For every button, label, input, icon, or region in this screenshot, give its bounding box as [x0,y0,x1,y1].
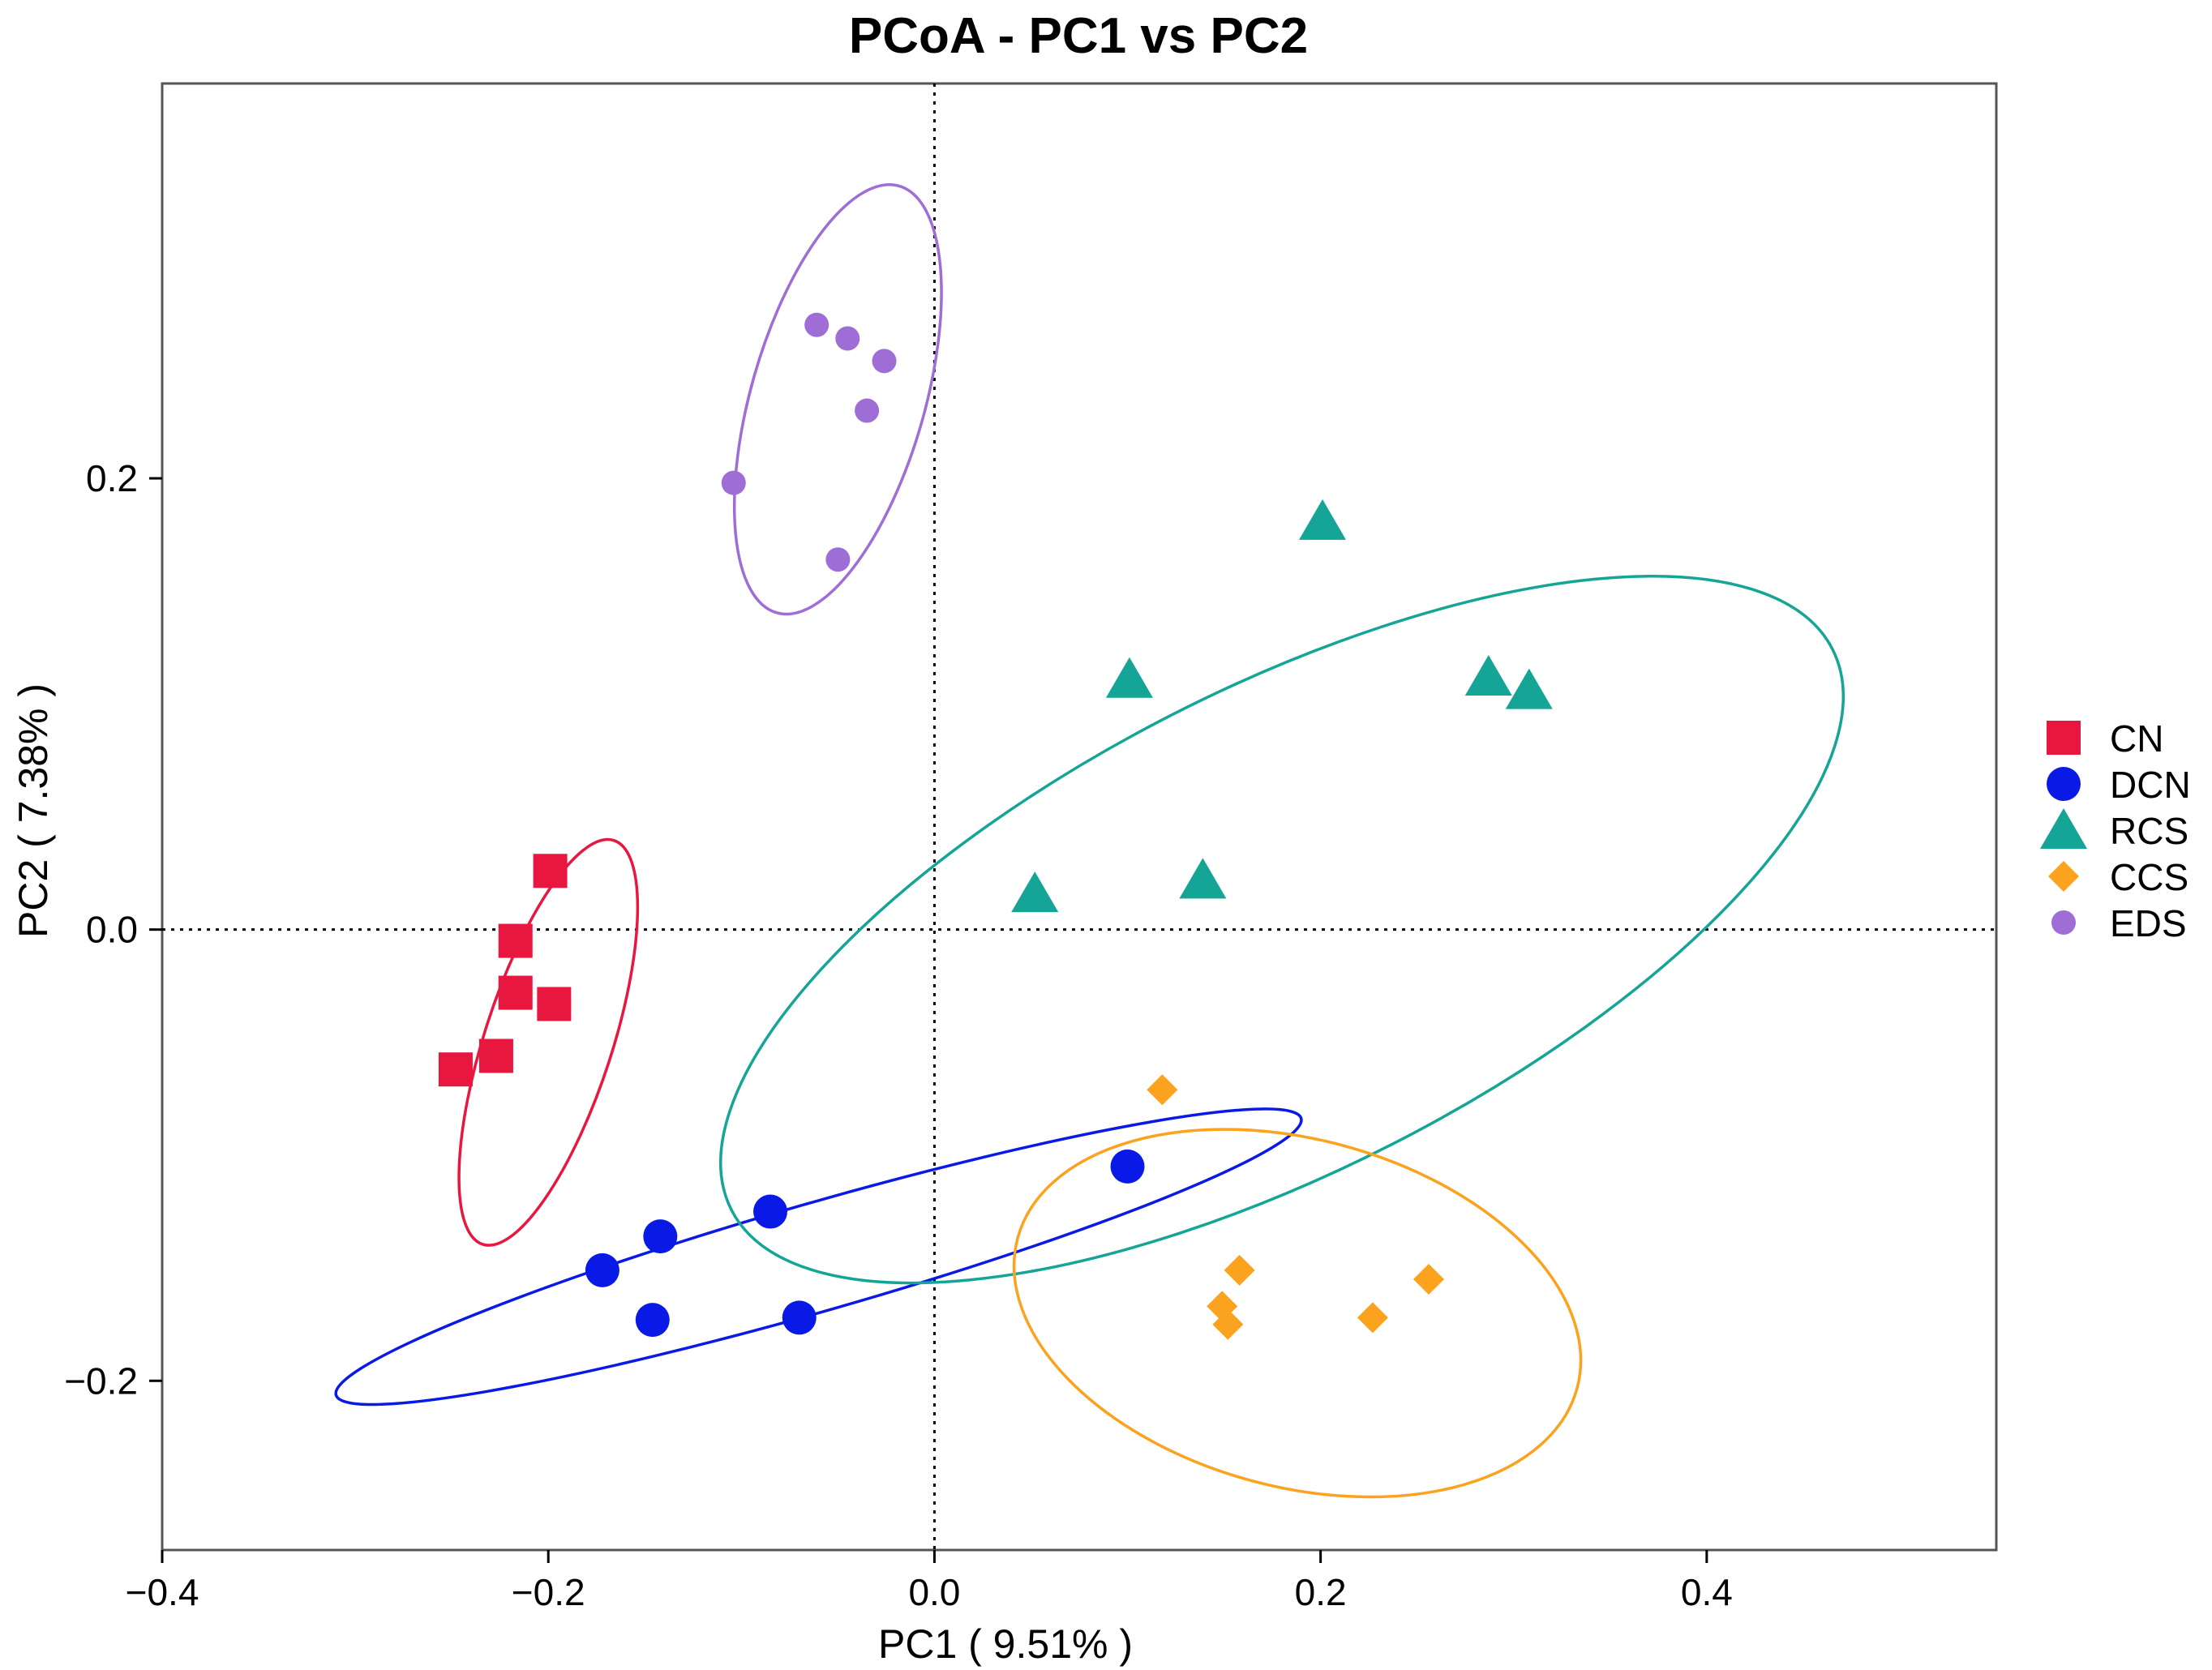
point-eds-2 [835,326,860,351]
plot-frame [161,82,1998,1552]
point-cn-6 [438,1052,473,1087]
ellipse-rcs [719,575,1845,1285]
point-ccs-3 [1413,1264,1444,1295]
legend-key-dcn [2047,767,2081,801]
point-cn-4 [537,987,572,1021]
ellipse-cn [457,837,640,1247]
point-rcs-3 [1464,654,1512,696]
point-cn-5 [478,1038,513,1073]
ellipse-ccs [1012,1128,1583,1499]
point-eds-6 [825,547,851,572]
legend-label-cn: CN [2110,717,2163,760]
y-axis-ticks: −0.2 0.0 0.2 [64,457,162,1402]
point-dcn-6 [782,1300,817,1335]
point-cn-3 [498,975,533,1010]
legend-key-eds [2051,910,2076,935]
point-cn-1 [533,854,568,889]
legend-label-rcs: RCS [2110,810,2188,852]
x-tick-label: 0.0 [908,1571,960,1613]
point-ccs-2 [1224,1254,1255,1286]
ellipse-dcn [334,1107,1303,1407]
point-rcs-5 [1179,858,1227,899]
point-eds-1 [804,312,830,337]
ellipse-eds [732,183,943,616]
point-eds-3 [872,349,897,374]
point-eds-4 [855,398,880,423]
point-ccs-6 [1357,1302,1388,1334]
point-ccs-5 [1212,1308,1244,1340]
legend-label-dcn: DCN [2110,764,2191,806]
plot-area [161,82,1998,1552]
point-dcn-3 [643,1219,678,1254]
legend-label-ccs: CCS [2110,856,2188,898]
chart-title: PCoA - PC1 vs PC2 [849,8,1308,64]
x-tick-label: −0.4 [126,1571,199,1613]
legend-key-ccs [2048,861,2079,892]
x-axis-label: PC1 ( 9.51% ) [878,1621,1133,1667]
x-tick-label: 0.2 [1295,1571,1347,1613]
y-tick-label: 0.2 [86,457,138,499]
x-tick-label: 0.4 [1681,1571,1733,1613]
y-axis-label: PC2 ( 7.38% ) [11,683,56,938]
legend-label-eds: EDS [2110,902,2187,944]
point-dcn-2 [753,1194,788,1229]
legend-key-rcs [2040,808,2087,849]
point-eds-5 [721,470,746,495]
x-axis-ticks: −0.4 −0.2 0.0 0.2 0.4 [126,1550,1733,1613]
point-rcs-1 [1299,499,1347,540]
point-dcn-1 [1110,1149,1145,1184]
x-tick-label: −0.2 [512,1571,585,1613]
point-rcs-4 [1505,668,1553,709]
point-cn-2 [498,923,533,958]
point-rcs-6 [1011,871,1059,913]
y-tick-label: −0.2 [64,1360,138,1402]
y-tick-label: 0.0 [86,909,138,951]
point-rcs-2 [1105,657,1153,698]
legend-key-cn [2047,721,2081,755]
point-dcn-5 [635,1303,670,1338]
point-dcn-4 [585,1252,619,1287]
point-ccs-1 [1147,1074,1178,1106]
